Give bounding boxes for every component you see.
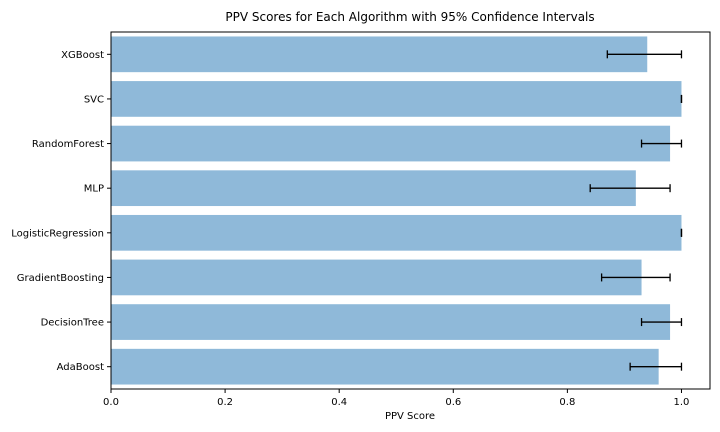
y-tick-label: RandomForest (32, 139, 104, 150)
x-tick-label: 0.4 (331, 397, 347, 408)
y-tick-label: GradientBoosting (17, 273, 104, 284)
x-tick-label: 0.2 (217, 397, 233, 408)
y-tick-label: MLP (84, 184, 104, 195)
x-axis-ticks: 0.0 0.2 0.4 0.6 0.8 1.0 (103, 389, 689, 408)
bar (111, 348, 659, 385)
bar (111, 81, 682, 117)
y-tick-label: LogisticRegression (11, 228, 104, 239)
x-tick-label: 0.0 (103, 397, 119, 408)
y-axis-ticks: XGBoost SVC RandomForest MLP LogisticRegress… (11, 50, 111, 373)
bar (111, 125, 671, 162)
y-tick-label: AdaBoost (57, 362, 104, 373)
y-tick-label: DecisionTree (41, 318, 104, 329)
bar (111, 36, 648, 73)
plot-area (111, 36, 683, 385)
y-tick-label: SVC (84, 94, 104, 105)
chart-title: PPV Scores for Each Algorithm with 95% C… (225, 10, 594, 24)
x-tick-label: 0.6 (445, 397, 461, 408)
axes-frame (110, 31, 711, 390)
x-tick-label: 0.8 (559, 397, 575, 408)
bar (111, 304, 671, 340)
bar (111, 214, 682, 251)
y-tick-label: XGBoost (61, 50, 104, 61)
x-axis-label: PPV Score (385, 411, 435, 422)
bar (111, 170, 636, 207)
bar (111, 259, 642, 296)
x-tick-label: 1.0 (674, 397, 690, 408)
